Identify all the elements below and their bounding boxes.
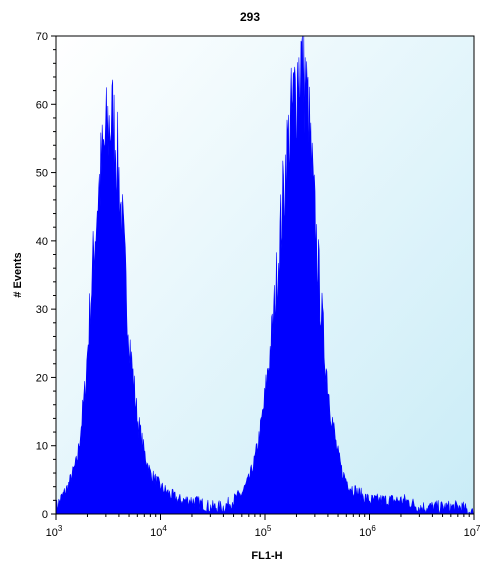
y-axis-title: # Events <box>12 252 24 297</box>
x-tick-label: 107 <box>464 524 481 539</box>
x-tick-exponent: 6 <box>371 524 376 533</box>
x-tick-exponent: 3 <box>58 524 63 533</box>
x-tick-base: 10 <box>150 527 162 539</box>
y-tick-label: 50 <box>36 168 48 180</box>
y-tick-label: 40 <box>36 236 48 248</box>
y-tick-label: 10 <box>36 441 48 453</box>
y-tick-label: 60 <box>36 99 48 111</box>
x-tick-base: 10 <box>359 527 371 539</box>
x-tick-base: 10 <box>464 527 476 539</box>
y-tick-label: 30 <box>36 304 48 316</box>
histogram-fill <box>56 36 474 514</box>
x-tick-label: 106 <box>359 524 376 539</box>
y-tick-label: 20 <box>36 372 48 384</box>
y-axis: 0 10 20 30 40 50 60 70 <box>36 31 56 521</box>
x-tick-label: 105 <box>255 524 272 539</box>
x-tick-label: 103 <box>46 524 63 539</box>
x-tick-exponent: 7 <box>476 524 481 533</box>
x-axis: 103 104 105 106 107 <box>46 514 481 539</box>
x-tick-exponent: 5 <box>267 524 272 533</box>
x-tick-base: 10 <box>46 527 58 539</box>
y-tick-label: 0 <box>42 509 48 521</box>
chart-title: 293 <box>240 10 260 24</box>
y-tick-label: 70 <box>36 31 48 43</box>
x-tick-label: 104 <box>150 524 167 539</box>
x-tick-exponent: 4 <box>162 524 167 533</box>
x-axis-title: FL1-H <box>251 550 282 562</box>
x-tick-base: 10 <box>255 527 267 539</box>
